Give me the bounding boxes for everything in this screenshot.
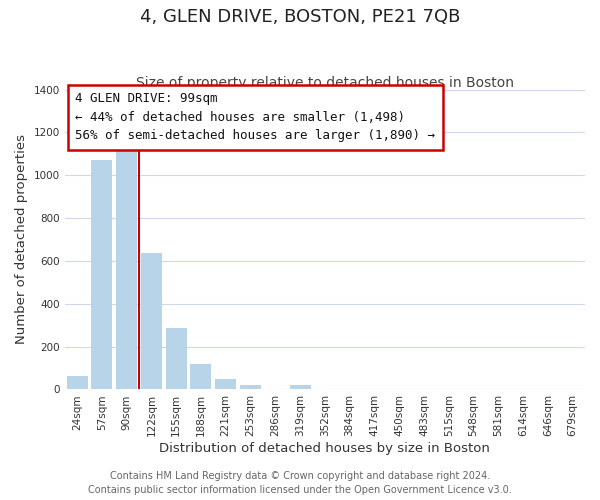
Text: 4 GLEN DRIVE: 99sqm
← 44% of detached houses are smaller (1,498)
56% of semi-det: 4 GLEN DRIVE: 99sqm ← 44% of detached ho… [75, 92, 435, 142]
Title: Size of property relative to detached houses in Boston: Size of property relative to detached ho… [136, 76, 514, 90]
Y-axis label: Number of detached properties: Number of detached properties [15, 134, 28, 344]
Bar [290, 385, 311, 390]
Bar [240, 385, 261, 390]
Bar [215, 379, 236, 390]
Bar [91, 160, 112, 390]
Bar [166, 328, 187, 390]
Bar [67, 376, 88, 390]
Bar [190, 364, 211, 390]
Text: Contains HM Land Registry data © Crown copyright and database right 2024.
Contai: Contains HM Land Registry data © Crown c… [88, 471, 512, 495]
Bar [116, 141, 137, 390]
Text: 4, GLEN DRIVE, BOSTON, PE21 7QB: 4, GLEN DRIVE, BOSTON, PE21 7QB [140, 8, 460, 26]
Bar [141, 254, 162, 390]
X-axis label: Distribution of detached houses by size in Boston: Distribution of detached houses by size … [160, 442, 490, 455]
